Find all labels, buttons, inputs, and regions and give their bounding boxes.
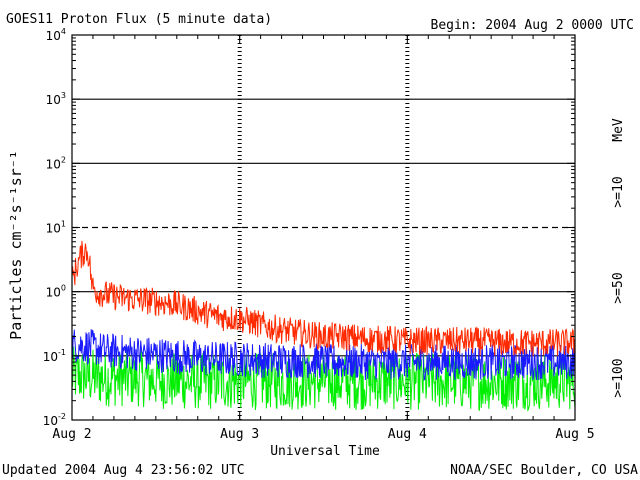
legend-label-ge10: >=10 xyxy=(611,176,626,207)
grid-layer xyxy=(72,35,575,420)
x-tick-label: Aug 3 xyxy=(220,427,259,442)
x-tick-label: Aug 2 xyxy=(52,427,91,442)
series-line-0 xyxy=(71,240,576,357)
y-tick-label: 104 xyxy=(46,27,66,43)
legend-label-ge100: >=100 xyxy=(611,358,626,397)
y-tick-label: 10-1 xyxy=(43,348,66,364)
y-tick-label: 101 xyxy=(46,220,66,236)
energy-unit-label: MeV xyxy=(611,118,626,142)
y-tick-label: 100 xyxy=(46,284,66,300)
legend-label-ge50: >=50 xyxy=(611,272,626,303)
updated-timestamp: Updated 2004 Aug 4 23:56:02 UTC xyxy=(2,463,245,478)
y-tick-label: 102 xyxy=(46,155,66,171)
chart-title: GOES11 Proton Flux (5 minute data) xyxy=(6,12,272,27)
x-axis-label: Universal Time xyxy=(270,444,380,459)
begin-date: Begin: 2004 Aug 2 0000 UTC xyxy=(431,18,635,33)
credit-text: NOAA/SEC Boulder, CO USA xyxy=(450,463,638,478)
y-tick-label: 10-2 xyxy=(43,412,66,428)
axis-layer: 10-2 10-1 100 101 102 103 104 Aug 2 Aug 3 Aug 4 Au… xyxy=(43,27,595,442)
series-line-1 xyxy=(71,329,576,381)
series-layer xyxy=(71,240,576,412)
y-tick-label: 103 xyxy=(46,91,66,107)
y-axis-label: Particles cm⁻²s⁻¹sr⁻¹ xyxy=(7,150,25,340)
x-tick-label: Aug 4 xyxy=(388,427,427,442)
x-tick-label: Aug 5 xyxy=(555,427,594,442)
